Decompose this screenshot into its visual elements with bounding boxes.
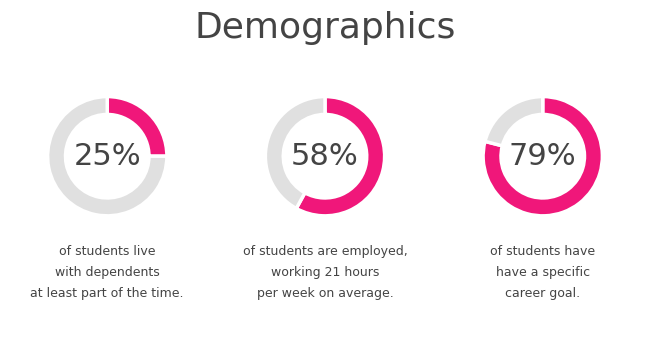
Wedge shape — [265, 97, 325, 208]
Wedge shape — [483, 97, 603, 216]
Text: 58%: 58% — [291, 142, 359, 171]
Wedge shape — [107, 97, 167, 156]
Text: 25%: 25% — [73, 142, 141, 171]
Wedge shape — [296, 97, 385, 216]
Wedge shape — [47, 97, 167, 216]
Text: 79%: 79% — [509, 142, 577, 171]
Text: of students are employed,
working 21 hours
per week on average.: of students are employed, working 21 hou… — [242, 245, 408, 300]
Text: Demographics: Demographics — [194, 11, 456, 45]
Text: of students live
with dependents
at least part of the time.: of students live with dependents at leas… — [31, 245, 184, 300]
Wedge shape — [485, 97, 543, 146]
Text: of students have
have a specific
career goal.: of students have have a specific career … — [490, 245, 595, 300]
